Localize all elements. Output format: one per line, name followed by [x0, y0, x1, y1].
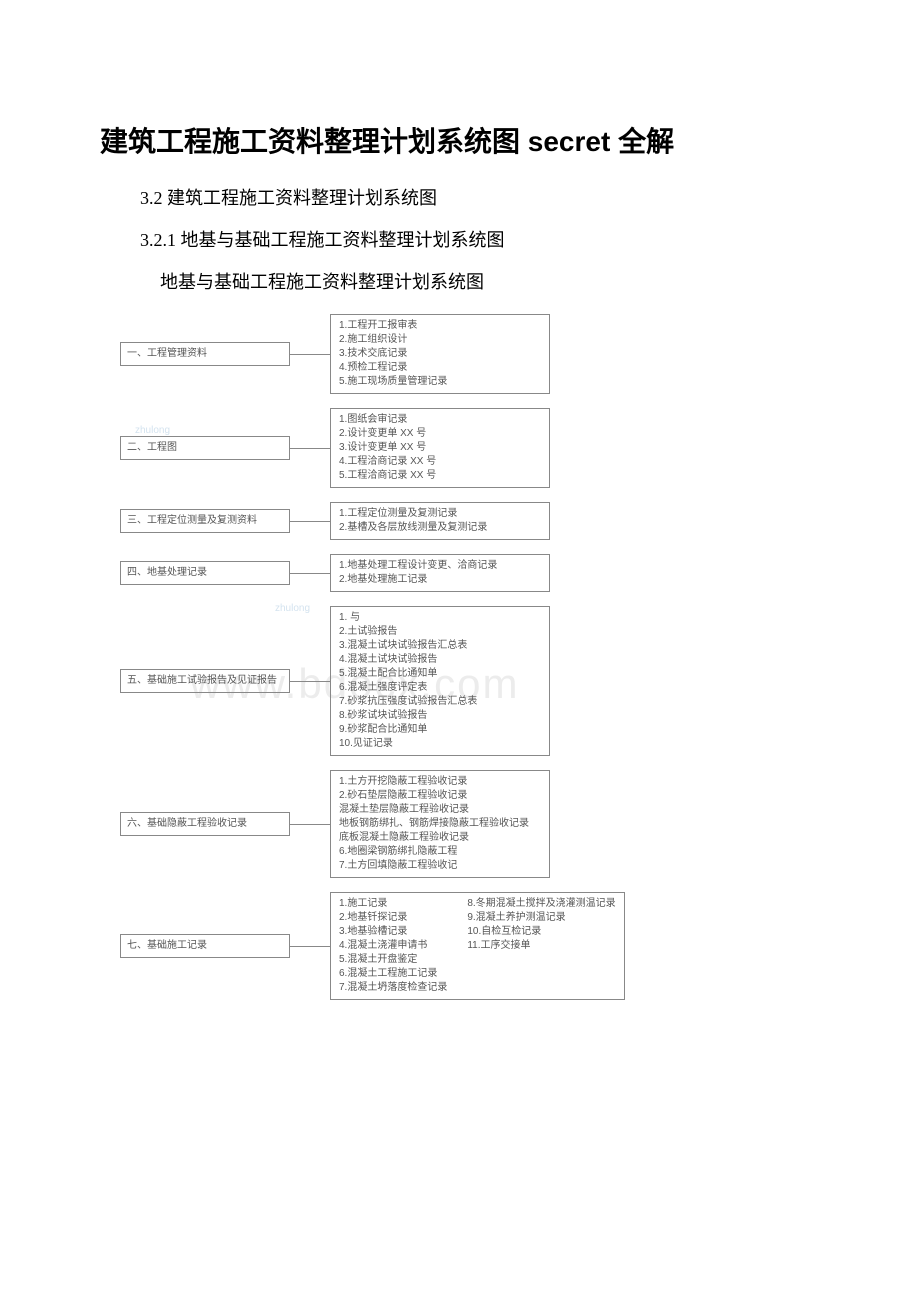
items-col: 1.图纸会审记录2.设计变更单 XX 号3.设计变更单 XX 号4.工程洽商记录… — [339, 413, 541, 483]
list-item: 1.图纸会审记录 — [339, 413, 541, 427]
list-item: 4.混凝土浇灌申请书 — [339, 939, 447, 953]
list-item: 2.施工组织设计 — [339, 333, 541, 347]
list-item: 6.地圈梁钢筋绑扎隐蔽工程 — [339, 845, 541, 859]
heading-sub: 地基与基础工程施工资料整理计划系统图 — [160, 268, 820, 294]
list-item: 混凝土垫层隐蔽工程验收记录 — [339, 803, 541, 817]
list-item: 地板钢筋绑扎、钢筋焊接隐蔽工程验收记录 — [339, 817, 541, 831]
list-item: 2.设计变更单 XX 号 — [339, 427, 541, 441]
items-col: 1.地基处理工程设计变更、洽商记录2.地基处理施工记录 — [339, 559, 541, 587]
section-items-box: 1.施工记录2.地基钎探记录3.地基验槽记录4.混凝土浇灌申请书5.混凝土开盘鉴… — [330, 892, 625, 1000]
list-item: 2.地基处理施工记录 — [339, 573, 541, 587]
connector-line — [290, 521, 330, 522]
heading-321: 3.2.1 地基与基础工程施工资料整理计划系统图 — [140, 226, 820, 252]
list-item: 5.施工现场质量管理记录 — [339, 375, 541, 389]
connector-line — [290, 573, 330, 574]
section-items-box: 1.图纸会审记录2.设计变更单 XX 号3.设计变更单 XX 号4.工程洽商记录… — [330, 408, 550, 488]
list-item: 4.预检工程记录 — [339, 361, 541, 375]
page-title: 建筑工程施工资料整理计划系统图 secret 全解 — [100, 120, 820, 160]
diagram-row: 四、地基处理记录 1.地基处理工程设计变更、洽商记录2.地基处理施工记录 — [120, 554, 820, 592]
section-items-box: 1.地基处理工程设计变更、洽商记录2.地基处理施工记录 — [330, 554, 550, 592]
section-items-box: 1.工程开工报审表2.施工组织设计3.技术交底记录4.预检工程记录5.施工现场质… — [330, 314, 550, 394]
list-item: 3.技术交底记录 — [339, 347, 541, 361]
list-item: 8.砂浆试块试验报告 — [339, 709, 541, 723]
list-item: 8.冬期混凝土搅拌及浇灌测温记录 — [467, 897, 615, 911]
list-item: 2.砂石垫层隐蔽工程验收记录 — [339, 789, 541, 803]
section-items-box: 1. 与2.土试验报告3.混凝土试块试验报告汇总表4.混凝土试块试验报告5.混凝… — [330, 606, 550, 756]
connector-line — [290, 946, 330, 947]
section-label-box: 四、地基处理记录 — [120, 561, 290, 585]
list-item: 7.砂浆抗压强度试验报告汇总表 — [339, 695, 541, 709]
items-col: 1.工程定位测量及复测记录2.基槽及各层放线测量及复测记录 — [339, 507, 541, 535]
list-item: 3.设计变更单 XX 号 — [339, 441, 541, 455]
diagram-row: 三、工程定位测量及复测资料 1.工程定位测量及复测记录2.基槽及各层放线测量及复测… — [120, 502, 820, 540]
list-item: 6.混凝土强度评定表 — [339, 681, 541, 695]
connector-line — [290, 448, 330, 449]
list-item: 5.工程洽商记录 XX 号 — [339, 469, 541, 483]
list-item: 3.混凝土试块试验报告汇总表 — [339, 639, 541, 653]
list-item: 10.自检互检记录 — [467, 925, 615, 939]
section-label-box: 一、工程管理资料 — [120, 342, 290, 366]
list-item: 2.基槽及各层放线测量及复测记录 — [339, 521, 541, 535]
section-items-box: 1.工程定位测量及复测记录2.基槽及各层放线测量及复测记录 — [330, 502, 550, 540]
section-label-box: 二、工程图 — [120, 436, 290, 460]
list-item: 1.地基处理工程设计变更、洽商记录 — [339, 559, 541, 573]
connector-line — [290, 354, 330, 355]
list-item: 2.土试验报告 — [339, 625, 541, 639]
connector-line — [290, 681, 330, 682]
list-item: 3.地基验槽记录 — [339, 925, 447, 939]
list-item: 1.土方开挖隐蔽工程验收记录 — [339, 775, 541, 789]
section-label-box: 五、基础施工试验报告及见证报告 — [120, 669, 290, 693]
list-item: 4.工程洽商记录 XX 号 — [339, 455, 541, 469]
list-item: 6.混凝土工程施工记录 — [339, 967, 447, 981]
items-col: 1.工程开工报审表2.施工组织设计3.技术交底记录4.预检工程记录5.施工现场质… — [339, 319, 541, 389]
list-item: 9.砂浆配合比通知单 — [339, 723, 541, 737]
list-item: 1.工程开工报审表 — [339, 319, 541, 333]
list-item: 7.土方回填隐蔽工程验收记 — [339, 859, 541, 873]
system-diagram: 一、工程管理资料 1.工程开工报审表2.施工组织设计3.技术交底记录4.预检工程记… — [120, 314, 820, 1000]
items-col: 1. 与2.土试验报告3.混凝土试块试验报告汇总表4.混凝土试块试验报告5.混凝… — [339, 611, 541, 751]
diagram-row: 六、基础隐蔽工程验收记录 1.土方开挖隐蔽工程验收记录2.砂石垫层隐蔽工程验收记录… — [120, 770, 820, 878]
diagram-row: 一、工程管理资料 1.工程开工报审表2.施工组织设计3.技术交底记录4.预检工程记… — [120, 314, 820, 394]
connector-line — [290, 824, 330, 825]
diagram-row: 五、基础施工试验报告及见证报告 1. 与2.土试验报告3.混凝土试块试验报告汇总表… — [120, 606, 820, 756]
list-item: 1. 与 — [339, 611, 541, 625]
list-item: 11.工序交接单 — [467, 939, 615, 953]
items-col: 1.施工记录2.地基钎探记录3.地基验槽记录4.混凝土浇灌申请书5.混凝土开盘鉴… — [339, 897, 447, 995]
items-col: 8.冬期混凝土搅拌及浇灌测温记录9.混凝土养护测温记录10.自检互检记录11.工… — [467, 897, 615, 995]
list-item: 9.混凝土养护测温记录 — [467, 911, 615, 925]
list-item: 7.混凝土坍落度检查记录 — [339, 981, 447, 995]
heading-32: 3.2 建筑工程施工资料整理计划系统图 — [140, 184, 820, 210]
list-item: 1.工程定位测量及复测记录 — [339, 507, 541, 521]
list-item: 4.混凝土试块试验报告 — [339, 653, 541, 667]
diagram-row: 七、基础施工记录 1.施工记录2.地基钎探记录3.地基验槽记录4.混凝土浇灌申请书… — [120, 892, 820, 1000]
section-label-box: 三、工程定位测量及复测资料 — [120, 509, 290, 533]
list-item: 5.混凝土配合比通知单 — [339, 667, 541, 681]
diagram-row: 二、工程图 1.图纸会审记录2.设计变更单 XX 号3.设计变更单 XX 号4.工… — [120, 408, 820, 488]
list-item: 10.见证记录 — [339, 737, 541, 751]
section-items-box: 1.土方开挖隐蔽工程验收记录2.砂石垫层隐蔽工程验收记录 混凝土垫层隐蔽工程验收… — [330, 770, 550, 878]
section-label-box: 七、基础施工记录 — [120, 934, 290, 958]
section-label-box: 六、基础隐蔽工程验收记录 — [120, 812, 290, 836]
items-col: 1.土方开挖隐蔽工程验收记录2.砂石垫层隐蔽工程验收记录 混凝土垫层隐蔽工程验收… — [339, 775, 541, 873]
list-item: 5.混凝土开盘鉴定 — [339, 953, 447, 967]
list-item: 底板混凝土隐蔽工程验收记录 — [339, 831, 541, 845]
list-item: 1.施工记录 — [339, 897, 447, 911]
list-item: 2.地基钎探记录 — [339, 911, 447, 925]
